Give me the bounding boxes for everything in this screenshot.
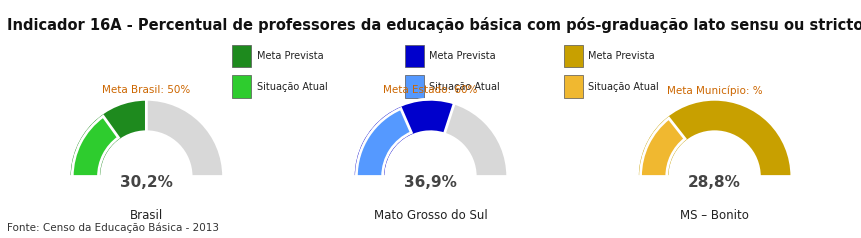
Text: Meta Prevista: Meta Prevista — [257, 51, 323, 61]
Wedge shape — [637, 99, 792, 177]
Text: Meta Estado: 60%: Meta Estado: 60% — [383, 85, 478, 95]
Wedge shape — [72, 116, 119, 177]
Wedge shape — [641, 118, 685, 177]
Bar — [564, 45, 583, 67]
Text: Situação Atual: Situação Atual — [257, 82, 327, 92]
Text: Meta Município: %: Meta Município: % — [666, 85, 763, 96]
Wedge shape — [69, 99, 146, 177]
Text: Meta Prevista: Meta Prevista — [429, 51, 495, 61]
Text: 36,9%: 36,9% — [404, 175, 457, 190]
Text: Meta Brasil: 50%: Meta Brasil: 50% — [102, 85, 190, 95]
Text: Situação Atual: Situação Atual — [588, 82, 659, 92]
Text: MS – Bonito: MS – Bonito — [680, 209, 749, 222]
Text: Brasil: Brasil — [130, 209, 163, 222]
Text: Indicador 16A - Percentual de professores da educação básica com pós-graduação l: Indicador 16A - Percentual de professore… — [7, 17, 861, 33]
Bar — [564, 75, 583, 98]
Text: Mato Grosso do Sul: Mato Grosso do Sul — [374, 209, 487, 222]
Text: Situação Atual: Situação Atual — [429, 82, 499, 92]
Text: Meta Prevista: Meta Prevista — [588, 51, 654, 61]
Wedge shape — [637, 99, 792, 177]
Bar — [405, 75, 424, 98]
Wedge shape — [69, 99, 224, 177]
Bar — [232, 45, 251, 67]
Bar — [405, 45, 424, 67]
Wedge shape — [353, 99, 508, 177]
Wedge shape — [353, 99, 455, 177]
Wedge shape — [356, 109, 412, 177]
Text: 30,2%: 30,2% — [120, 175, 173, 190]
Text: Fonte: Censo da Educação Básica - 2013: Fonte: Censo da Educação Básica - 2013 — [7, 222, 219, 233]
Bar — [232, 75, 251, 98]
Text: 28,8%: 28,8% — [688, 175, 741, 190]
